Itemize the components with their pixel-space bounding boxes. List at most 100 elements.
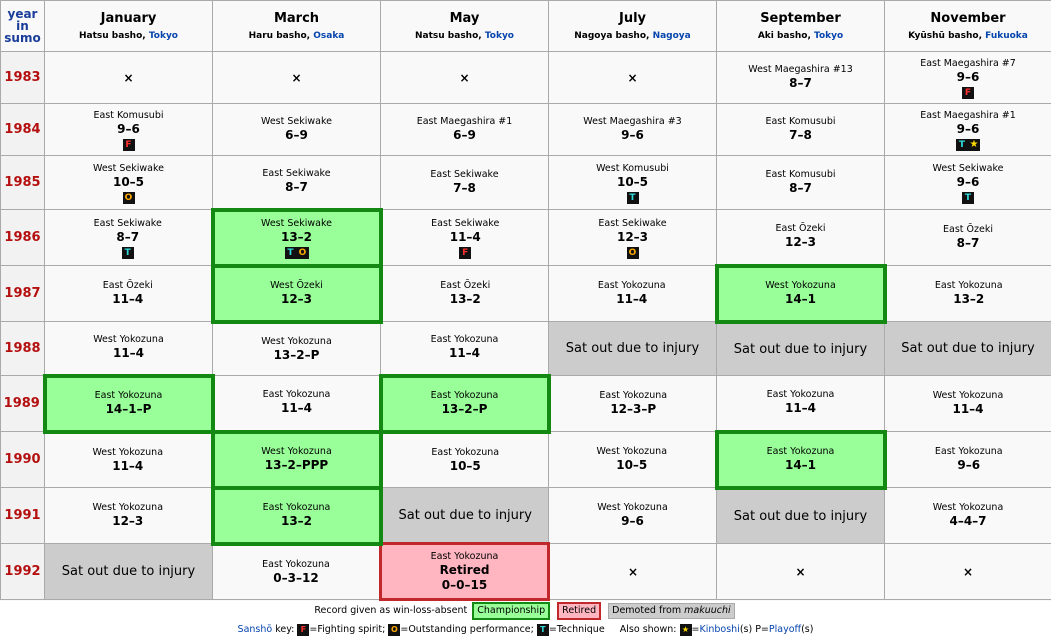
outstanding-performance-award-icon: O [296,246,309,259]
fighting-spirit-award-icon: F [962,86,974,99]
championship-cell: West Sekiwake 13–2 T O [210,207,383,268]
year-label: 1987 [0,265,45,322]
win-loss-score: 13–2 [280,514,313,528]
rank-label: West Yokozuna [765,280,836,291]
legend-championship-swatch: Championship [472,601,551,620]
technique-award-icon: T [536,624,549,636]
win-loss-score: 12–3 [112,514,144,528]
record-cell: West Yokozuna 11–4 [44,431,213,488]
win-loss-score: 12–3–P [610,402,657,416]
record-cell: East Komusubi 9–6 F [44,103,213,156]
year-row: 1990 West Yokozuna 11–4 West Yokozuna 13–2–P… [0,429,1051,490]
win-loss-score: 11–4 [280,401,313,416]
award-icons: O [46,190,212,204]
record-cell: East Yokozuna 11–4 [716,375,885,432]
year-label: 1989 [0,375,45,432]
technique-award-icon: T [284,246,297,259]
month-name: May [449,11,480,26]
venue-link[interactable]: Tokyo [814,31,844,41]
record-cell: East Sekiwake 11–4 F [380,209,549,266]
record-cell: West Komusubi 10–5 T [548,155,717,210]
rank-label: East Yokozuna [597,280,666,291]
rank-label: East Yokozuna [430,550,499,562]
legend-record-text: Record given as win-loss-absent [314,605,468,616]
win-loss-score: 7–8 [453,181,476,195]
year-label: 1992 [0,543,45,600]
retired-label: Retired [439,562,490,577]
record-cell: East Yokozuna 0–3–12 [212,543,381,600]
win-loss-score: 14–1 [784,292,817,306]
award-icons: F [383,245,548,259]
record-cell: East Sekiwake 8–7 [212,155,381,210]
record-cell: East Sekiwake 12–3 O [548,209,717,266]
win-loss-score: 14–1 [784,458,817,472]
playoff-link[interactable]: Playoff [768,624,802,635]
technique-award-icon: T [121,246,134,259]
win-loss-score: 11–4 [952,402,984,416]
year-row: 1986 East Sekiwake 8–7 T West Sekiwake 13–2 T O… [0,207,1051,268]
rank-label: East Yokozuna [262,389,331,401]
injury-cell: Sat out due to injury [716,487,885,544]
win-loss-score: 4–4–7 [949,514,987,528]
injury-cell: Sat out due to injury [884,321,1051,376]
win-loss-score: 13–2–P [441,402,488,416]
rank-label: East Maegashira #1 [416,116,513,127]
record-cell: East Komusubi 8–7 [716,155,885,210]
month-name: March [273,11,320,26]
win-loss-score: 0–3–12 [273,570,319,585]
legend-sansho-line: Sanshō key: F =Fighting spirit; O =Outstan… [237,624,814,636]
venue-link[interactable]: Tokyo [484,31,514,41]
championship-cell: West Ōzeki 12–3 [210,263,383,324]
win-loss-score: 6–9 [453,128,476,142]
record-cell: East Yokozuna 12–3–P [548,375,717,432]
win-loss-score: 8–7 [116,229,140,244]
venue-link[interactable]: Nagoya [652,31,691,41]
year-row: 1983 × × × × West Maegashira #13 8–7 East Maega… [0,51,1051,104]
record-cell: West Yokozuna 9–6 [548,487,717,544]
legend-record-line: Record given as win-loss-absent Champion… [0,600,1051,621]
rank-label: East Yokozuna [934,280,1003,291]
rank-label: East Yokozuna [766,389,835,401]
legend-retired-swatch: Retired [557,601,602,620]
rank-label: East Ōzeki [775,223,826,235]
rank-label: East Maegashira #1 [920,109,1016,121]
rank-label: East Ōzeki [943,224,993,235]
rank-label: East Ōzeki [440,280,491,291]
venue-link[interactable]: Osaka [313,31,345,41]
sansho-link[interactable]: Sanshō [237,624,273,635]
rank-label: East Yokozuna [430,390,499,401]
win-loss-score: 9–6 [956,69,980,84]
kinboshi-link[interactable]: Kinboshi [699,624,740,635]
win-loss-score: 11–4 [112,458,144,473]
record-cell: East Yokozuna 11–4 [380,321,549,376]
championship-cell: East Yokozuna 13–2 [210,485,383,546]
rank-label: West Sekiwake [932,162,1004,174]
retired-cell: East Yokozuna Retired 0–0–15 [379,542,550,601]
venue-link[interactable]: Fukuoka [985,31,1028,41]
win-loss-score: 9–6 [956,174,980,189]
outstanding-performance-award-icon: O [388,624,401,636]
rank-label: East Sekiwake [430,169,499,180]
year-row: 1988 West Yokozuna 11–4 West Yokozuna 13–2–P… [0,321,1051,376]
injury-cell: Sat out due to injury [380,487,549,544]
win-loss-score: 10–5 [112,174,145,189]
rank-label: East Ōzeki [102,280,153,291]
win-loss-score: 9–6 [621,128,644,142]
record-cell: West Yokozuna 11–4 [44,321,213,376]
win-loss-score: 11–4 [616,292,648,306]
injury-cell: Sat out due to injury [716,321,885,376]
record-cell: East Maegashira #1 6–9 [380,103,549,156]
record-cell: West Yokozuna 11–4 [884,375,1051,432]
year-label: 1991 [0,487,45,544]
record-cell: East Ōzeki 11–4 [44,265,213,322]
rank-label: West Yokozuna [932,390,1004,401]
venue-link[interactable]: Tokyo [148,31,178,41]
award-icons: O [550,245,716,259]
award-icons: F [886,85,1051,99]
record-cell: West Yokozuna 4–4–7 [884,487,1051,544]
no-basho-cell: × [548,543,717,600]
month-name: January [100,11,157,26]
win-loss-score: 8–7 [789,76,812,90]
win-loss-score: 11–4 [112,346,145,361]
rank-label: East Yokozuna [431,446,500,458]
